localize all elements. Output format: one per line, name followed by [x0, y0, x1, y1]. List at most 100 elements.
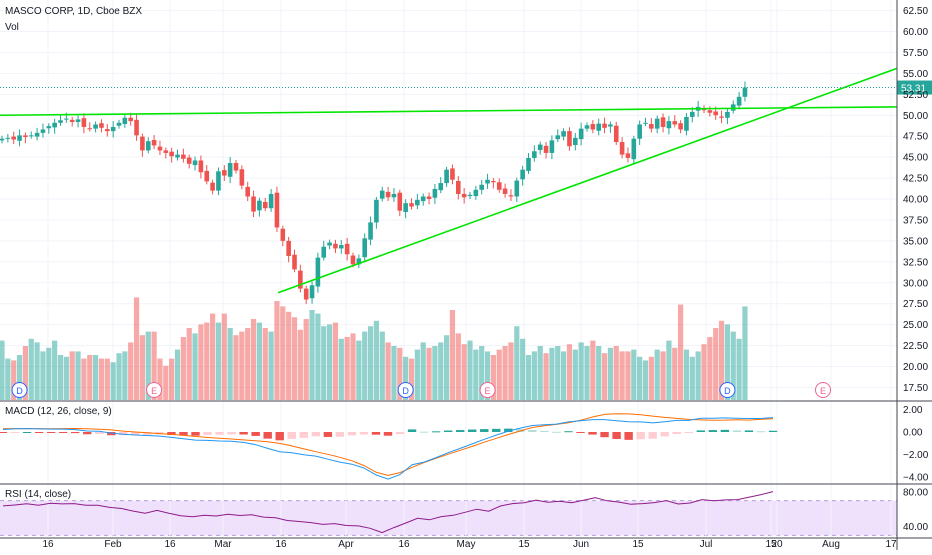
dividend-marker-label: D: [16, 386, 23, 396]
volume-bar: [163, 365, 169, 400]
price-tick-label: 50.00: [903, 111, 928, 122]
candle-body: [485, 179, 490, 184]
candle-body: [467, 194, 473, 197]
candle-body: [391, 193, 397, 198]
volume-bar: [701, 344, 707, 400]
volume-bar: [81, 358, 87, 400]
candle-body: [719, 116, 724, 118]
candle-body: [742, 87, 748, 97]
volume-bar: [110, 362, 116, 400]
macd-tick-label: −4.00: [903, 473, 929, 484]
candle-body: [690, 111, 695, 117]
candle-body: [58, 120, 63, 123]
macd-histogram-bar: [335, 432, 345, 437]
macd-histogram-bar: [70, 432, 80, 434]
macd-histogram-bar: [612, 432, 621, 439]
price-tick-label: 40.00: [903, 195, 928, 206]
macd-histogram-bar: [732, 430, 742, 432]
price-tick-label: 30.00: [903, 278, 928, 289]
volume-bar: [642, 360, 649, 400]
volume-bar: [543, 353, 549, 400]
candle-body: [643, 122, 648, 124]
volume-bar: [192, 333, 198, 400]
last-price-tag: [897, 80, 932, 95]
rsi-tick-label: 40.00: [903, 522, 928, 533]
candle-body: [222, 170, 227, 176]
candle-body: [140, 136, 145, 151]
volume-bar: [490, 355, 496, 400]
time-tick-label: May: [457, 539, 476, 550]
volume-bar: [408, 358, 415, 400]
candle-body: [736, 96, 742, 106]
candle-body: [672, 121, 678, 125]
labels-layer: MASCO CORP, 1D, Cboe BZX Vol MACD (12, 2…: [5, 6, 142, 500]
macd-histogram-bar: [287, 432, 296, 439]
candle-body: [456, 180, 461, 194]
candle-body: [298, 270, 303, 289]
candle-body: [578, 128, 584, 140]
volume-bar: [549, 347, 555, 400]
candle-body: [631, 138, 637, 160]
macd-histogram-bar: [768, 430, 778, 432]
earnings-marker: [479, 382, 496, 398]
price-tick-label: 17.50: [903, 383, 928, 394]
macd-histogram-bar: [600, 432, 609, 438]
volume-bar: [473, 349, 479, 400]
candle-body: [292, 254, 297, 270]
volume-bar: [268, 331, 274, 400]
candle-body: [315, 257, 321, 287]
candle-body: [532, 151, 537, 158]
volume-bar: [449, 310, 456, 400]
macd-histogram-bar: [528, 429, 537, 432]
price-tick-label: 25.00: [903, 320, 928, 331]
candle-body: [245, 186, 250, 197]
macd-histogram-bar: [203, 432, 212, 435]
macd-histogram-bar: [119, 432, 128, 436]
volume-bar: [689, 356, 695, 400]
candle-body: [432, 188, 438, 198]
macd-histogram-bar: [299, 432, 308, 438]
macd-histogram-bar: [576, 432, 585, 433]
volume-bar: [40, 351, 46, 400]
time-tick-label: 16: [275, 539, 287, 550]
volume-bar: [683, 349, 690, 400]
macd-histogram-bar: [564, 431, 573, 433]
trendline-layer[interactable]: 53.31: [0, 67, 932, 294]
volume-bar: [274, 301, 280, 400]
macd-tick-label: −2.00: [903, 450, 929, 461]
time-tick-label: Feb: [104, 539, 122, 550]
candle-body: [520, 169, 525, 180]
candle-body: [415, 199, 420, 206]
price-tick-label: 52.50: [903, 90, 928, 101]
volume-bar: [666, 340, 672, 400]
macd-histogram-bar: [395, 432, 405, 435]
candle-body: [602, 123, 607, 128]
macd-histogram-bar: [131, 432, 140, 436]
volume-bar: [204, 322, 210, 400]
candle-body: [438, 183, 444, 191]
volume-bar: [52, 340, 58, 400]
volume-bar: [479, 346, 485, 400]
volume-bar: [496, 349, 502, 400]
candle-body: [216, 171, 221, 191]
price-tick-label: 62.50: [903, 6, 928, 17]
volume-bar: [215, 322, 222, 400]
volume-bar: [174, 349, 181, 400]
volume-bar: [718, 320, 725, 400]
candle-body: [105, 129, 110, 132]
macd-histogram-bar: [263, 432, 272, 439]
dividend-marker: [397, 382, 414, 398]
macd-histogram-bar: [46, 432, 56, 433]
time-tick-label: 16: [164, 539, 176, 550]
volume-bar: [619, 351, 625, 400]
candle-body: [707, 110, 713, 113]
volume-bar: [356, 340, 362, 400]
macd-histogram-bar: [143, 432, 152, 435]
volume-bar: [309, 310, 315, 400]
macd-histogram-bar: [34, 432, 44, 433]
candle-body: [725, 111, 730, 118]
volume-bar: [327, 324, 333, 400]
